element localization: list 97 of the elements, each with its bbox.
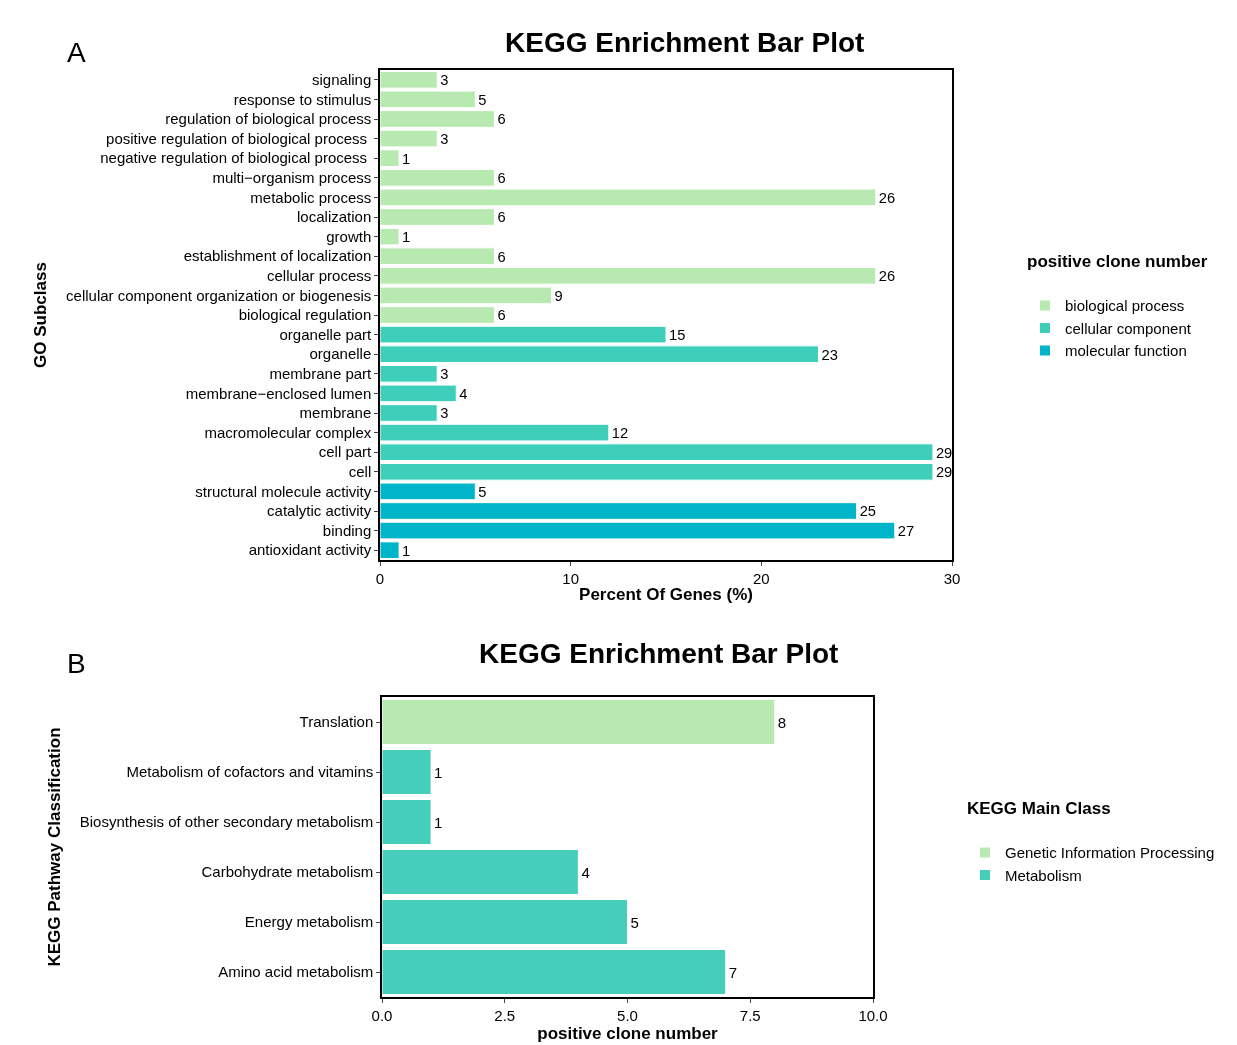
text: B xyxy=(67,648,86,679)
bar xyxy=(382,949,727,995)
chart-title: KEGG Enrichment Bar Plot xyxy=(505,27,865,58)
data-label: 27 xyxy=(897,522,915,539)
legend-title: positive clone number xyxy=(1027,252,1208,272)
data-label: 29 xyxy=(935,464,953,481)
y-tick-label: Metabolism of cofactors and vitamins xyxy=(126,763,374,781)
y-tick-label: Carbohydrate metabolism xyxy=(201,863,374,881)
x-tick-label: 7.5 xyxy=(739,1006,761,1024)
bar xyxy=(382,799,432,845)
bar xyxy=(382,749,432,795)
data-label: 26 xyxy=(878,268,896,285)
data-label: 6 xyxy=(497,248,506,265)
y-tick-label: cell xyxy=(348,463,372,481)
y-tick-label: localization xyxy=(297,208,372,226)
y-axis-title: KEGG Pathway Classification xyxy=(44,727,64,967)
y-tick-label: cell part xyxy=(318,443,373,461)
y-tick-label: membrane−enclosed lumen xyxy=(185,384,372,402)
x-axis-title: positive clone number xyxy=(537,1023,719,1043)
y-tick-label: organelle xyxy=(309,345,372,363)
y-tick-label: antioxidant activity xyxy=(248,541,372,559)
data-label: 23 xyxy=(821,346,838,363)
legend-label: molecular function xyxy=(1065,342,1187,360)
data-label: 7 xyxy=(728,963,738,981)
legend-title: KEGG Main Class xyxy=(967,799,1111,819)
data-label: 12 xyxy=(611,424,629,441)
bar xyxy=(380,306,495,324)
bar xyxy=(382,699,776,745)
data-label: 6 xyxy=(497,111,506,128)
data-label: 1 xyxy=(402,150,411,167)
legend-label: Genetic Information Processing xyxy=(1005,844,1215,862)
x-tick-label: 0 xyxy=(375,569,385,587)
y-tick-label: membrane xyxy=(299,404,372,422)
legend-label: biological process xyxy=(1065,297,1185,315)
y-tick-label: Biosynthesis of other secondary metabolism xyxy=(79,813,374,831)
y-tick-label: multi−organism process xyxy=(212,169,372,187)
y-axis-title: GO Subclass xyxy=(31,262,51,368)
data-label: 4 xyxy=(581,863,590,881)
y-tick-label: Energy metabolism xyxy=(244,913,374,931)
y-tick-label: membrane part xyxy=(269,365,373,383)
bar xyxy=(382,899,628,945)
y-tick-label: binding xyxy=(322,521,372,539)
legend-label: Metabolism xyxy=(1005,866,1082,884)
data-label: 3 xyxy=(440,366,449,383)
y-tick-label: negative regulation of biological process xyxy=(100,149,372,167)
x-tick-label: 20 xyxy=(752,569,770,587)
y-tick-label: Translation xyxy=(299,713,374,731)
x-tick-label: 2.5 xyxy=(494,1006,516,1024)
data-label: 15 xyxy=(669,326,686,343)
data-label: 6 xyxy=(497,209,506,226)
y-tick-label: Amino acid metabolism xyxy=(218,963,374,981)
data-label: 3 xyxy=(440,130,449,147)
data-label: 1 xyxy=(402,542,411,559)
text: A xyxy=(67,37,86,68)
data-label: 6 xyxy=(497,170,506,187)
data-label: 1 xyxy=(434,813,443,831)
data-label: 8 xyxy=(777,713,787,731)
x-tick-label: 10 xyxy=(562,569,580,587)
data-label: 5 xyxy=(478,483,487,500)
y-tick-label: catalytic activity xyxy=(267,502,372,520)
chart-title: KEGG Enrichment Bar Plot xyxy=(479,638,839,669)
bar xyxy=(380,502,858,520)
data-label: 9 xyxy=(554,287,563,304)
data-label: 1 xyxy=(434,763,443,781)
data-label: 1 xyxy=(402,228,411,245)
y-tick-label: organelle part xyxy=(279,325,373,343)
bar xyxy=(380,110,495,128)
data-label: 4 xyxy=(459,385,468,402)
y-tick-label: macromolecular complex xyxy=(204,423,372,441)
y-tick-label: growth xyxy=(326,227,372,245)
y-tick-label: positive regulation of biological process xyxy=(106,129,372,147)
bar xyxy=(380,208,495,226)
x-tick-label: 5.0 xyxy=(617,1006,638,1024)
data-label: 5 xyxy=(630,913,639,931)
y-tick-label: biological regulation xyxy=(238,306,372,324)
y-tick-label: cellular component organization or biogenesis xyxy=(66,286,372,304)
x-tick-label: 10.0 xyxy=(858,1006,888,1024)
bar xyxy=(380,404,438,422)
bar xyxy=(382,849,579,895)
x-tick-label: 0.0 xyxy=(371,1006,393,1024)
y-tick-label: regulation of biological process xyxy=(165,110,372,128)
y-tick-label: establishment of localization xyxy=(183,247,372,265)
data-label: 3 xyxy=(440,72,449,89)
y-tick-label: signaling xyxy=(312,71,372,89)
data-label: 29 xyxy=(935,444,953,461)
data-label: 6 xyxy=(497,307,506,324)
y-tick-label: response to stimulus xyxy=(233,90,372,108)
x-tick-label: 30 xyxy=(943,569,961,587)
legend-label: cellular component xyxy=(1065,319,1192,337)
x-axis-title: Percent Of Genes (%) xyxy=(579,584,753,604)
data-label: 26 xyxy=(878,189,896,206)
data-label: 5 xyxy=(478,91,487,108)
y-tick-label: structural molecule activity xyxy=(195,482,372,500)
data-label: 3 xyxy=(440,405,449,422)
y-tick-label: metabolic process xyxy=(250,188,372,206)
data-label: 25 xyxy=(859,503,877,520)
y-tick-label: cellular process xyxy=(267,267,372,285)
